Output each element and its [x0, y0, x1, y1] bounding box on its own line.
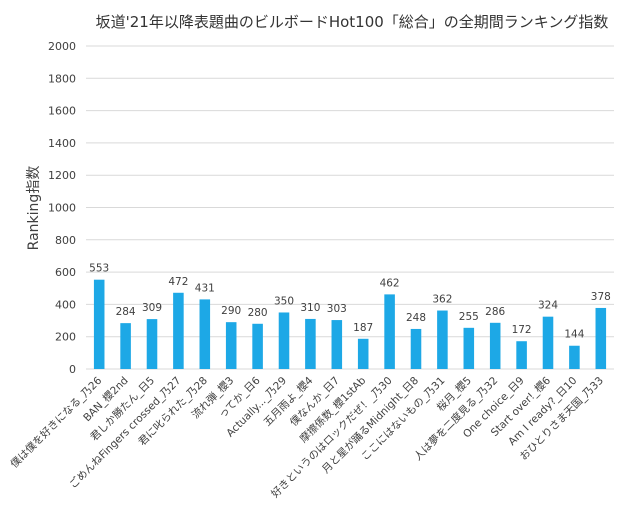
data-label: 462: [380, 277, 400, 289]
data-label: 255: [459, 311, 479, 323]
bar: [305, 318, 316, 369]
gridlines: [86, 45, 614, 370]
bar: [489, 322, 501, 369]
y-axis-ticks: 0 200 400 600 800 1000 1200 1400 1600 1800 2000: [48, 40, 76, 376]
y-tick-label: 600: [55, 266, 76, 279]
data-label: 290: [221, 305, 241, 317]
bar: [542, 316, 554, 369]
data-label: 553: [89, 263, 109, 275]
bar: [595, 307, 607, 369]
y-tick-label: 1800: [48, 72, 76, 85]
bar: [120, 323, 131, 369]
y-tick-label: 0: [69, 363, 76, 376]
data-label: 172: [512, 324, 532, 336]
bar: [569, 345, 580, 369]
y-tick-label: 1200: [48, 169, 76, 182]
data-label: 310: [300, 302, 320, 314]
data-label: 248: [406, 312, 426, 324]
bar: [225, 322, 237, 369]
bar: [331, 320, 343, 369]
bar: [199, 299, 211, 369]
data-label: 472: [168, 276, 188, 288]
y-tick-label: 1000: [48, 202, 76, 215]
data-label: 280: [248, 307, 268, 319]
y-tick-label: 1600: [48, 105, 76, 118]
bar: [463, 327, 475, 369]
data-label: 350: [274, 295, 294, 307]
data-label: 324: [538, 300, 558, 312]
data-label: 284: [116, 306, 136, 318]
bar: [410, 328, 422, 369]
bar: [278, 312, 290, 369]
data-label: 187: [353, 322, 373, 334]
y-tick-label: 200: [55, 331, 76, 344]
y-tick-label: 800: [55, 234, 76, 247]
bar: [437, 310, 448, 369]
y-tick-label: 1400: [48, 137, 76, 150]
data-label: 303: [327, 303, 347, 315]
bar: [173, 292, 184, 369]
x-axis-ticks: 僕は僕を好きになる_乃26BAN_櫻2nd君しか勝たん_日5ごめんねFinger…: [8, 374, 606, 501]
bar: [252, 323, 263, 369]
bars: [93, 279, 607, 369]
data-label: 431: [195, 282, 215, 294]
data-labels: 553 284 309 472 431 290 280 350 310 303 187 462 248 3…: [89, 263, 611, 341]
data-label: 286: [485, 306, 505, 318]
bar: [384, 294, 395, 369]
y-axis-label: Ranking指数: [26, 166, 42, 251]
chart-title: 坂道'21年以降表題曲のビルボードHot100「総合」の全期間ランキング指数: [96, 13, 609, 31]
data-label: 144: [564, 329, 584, 341]
bar: [357, 338, 369, 369]
data-label: 309: [142, 302, 162, 314]
data-label: 362: [432, 294, 452, 306]
data-label: 378: [591, 291, 611, 303]
bar: [93, 279, 105, 369]
y-tick-label: 400: [55, 298, 76, 311]
bar: [516, 341, 527, 369]
bar: [146, 319, 158, 369]
y-tick-label: 2000: [48, 40, 76, 53]
